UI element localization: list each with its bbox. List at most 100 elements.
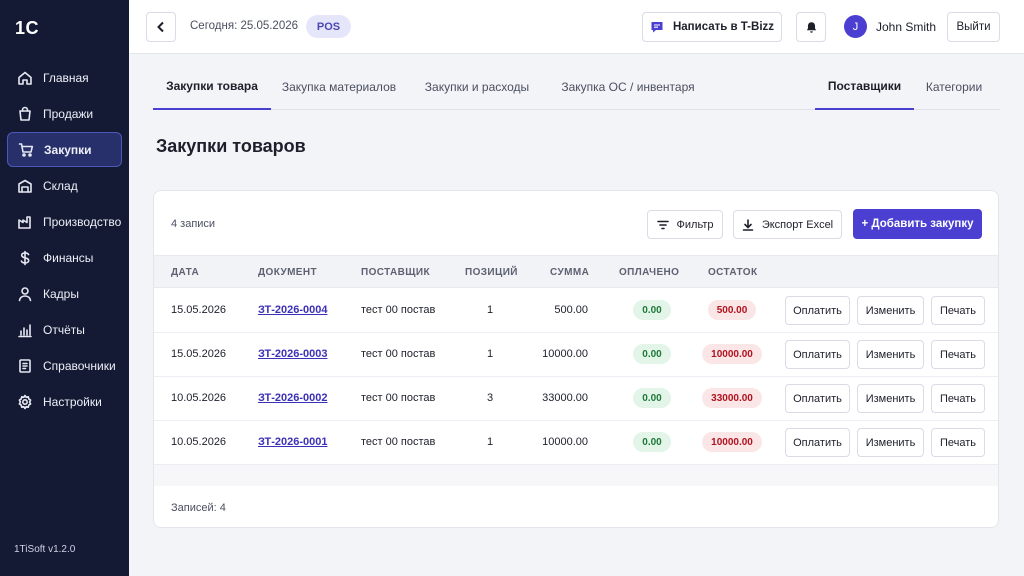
pay-button[interactable]: Оплатить: [785, 384, 850, 413]
column-positions: ПОЗИЦИЙ: [465, 267, 518, 278]
records-count: 4 записи: [171, 218, 216, 230]
row-rest-badge: 10000.00: [702, 344, 762, 364]
tab-materials-purchase[interactable]: Закупка материалов: [281, 80, 397, 94]
sidebar-item-label: Отчёты: [43, 322, 85, 337]
write-tbizz-label: Написать в T-Bizz: [672, 21, 775, 33]
table-row: 10.05.2026 ЗТ-2026-0001 тест 00 постав 1…: [154, 421, 998, 465]
row-date: 10.05.2026: [171, 436, 227, 448]
factory-icon: [16, 213, 34, 231]
row-rest-badge: 500.00: [708, 300, 756, 320]
row-date: 15.05.2026: [171, 304, 227, 316]
print-button[interactable]: Печать: [931, 384, 985, 413]
sidebar: 1C Главная Продажи Закупки Склад Произво…: [0, 0, 129, 576]
export-excel-button[interactable]: Экспорт Excel: [733, 210, 842, 239]
tab-suppliers[interactable]: Поставщики: [815, 64, 914, 110]
edit-button[interactable]: Изменить: [857, 340, 924, 369]
table-row: 10.05.2026 ЗТ-2026-0002 тест 00 постав 3…: [154, 377, 998, 421]
notifications-button[interactable]: [796, 12, 826, 42]
edit-button[interactable]: Изменить: [857, 384, 924, 413]
bell-icon: [806, 21, 816, 33]
sidebar-item-label: Настройки: [43, 394, 102, 409]
filter-icon: [656, 220, 669, 229]
row-paid-badge: 0.00: [633, 300, 671, 320]
sidebar-item-hr[interactable]: Кадры: [7, 276, 122, 311]
row-rest-badge: 33000.00: [702, 388, 762, 408]
message-icon: [651, 22, 663, 33]
sidebar-item-reports[interactable]: Отчёты: [7, 312, 122, 347]
sidebar-item-finance[interactable]: Финансы: [7, 240, 122, 275]
chevron-left-icon: [157, 21, 164, 33]
cart-icon: [17, 141, 35, 159]
row-positions: 1: [486, 348, 494, 360]
row-positions: 1: [486, 436, 494, 448]
print-button[interactable]: Печать: [931, 340, 985, 369]
sidebar-item-label: Главная: [43, 70, 89, 85]
tab-purchases-expenses[interactable]: Закупки и расходы: [424, 80, 530, 94]
row-sum: 500.00: [554, 304, 588, 316]
row-positions: 1: [486, 304, 494, 316]
sidebar-item-label: Продажи: [43, 106, 94, 121]
tab-categories[interactable]: Категории: [925, 80, 983, 94]
row-supplier: тест 00 постав: [361, 348, 436, 360]
logout-button[interactable]: Выйти: [947, 12, 1000, 42]
tab-goods-purchases[interactable]: Закупки товара: [153, 64, 271, 110]
user-name[interactable]: John Smith: [876, 20, 937, 34]
download-icon: [742, 218, 754, 231]
add-purchase-button[interactable]: + Добавить закупку: [853, 209, 982, 239]
sidebar-item-label: Кадры: [43, 286, 79, 301]
row-paid-badge: 0.00: [633, 432, 671, 452]
print-button[interactable]: Печать: [931, 428, 985, 457]
pay-button[interactable]: Оплатить: [785, 340, 850, 369]
purchase-tabs: Закупки товара Закупка материалов Закупк…: [153, 64, 1000, 110]
table-header: ДАТА ДОКУМЕНТ ПОСТАВЩИК ПОЗИЦИЙ СУММА ОП…: [154, 255, 998, 288]
app-version: 1TiSoft v1.2.0: [14, 544, 76, 555]
column-sum: СУММА: [550, 267, 590, 278]
row-document-link[interactable]: ЗТ-2026-0003: [258, 348, 328, 360]
row-supplier: тест 00 постав: [361, 392, 436, 404]
pay-button[interactable]: Оплатить: [785, 296, 850, 325]
export-excel-label: Экспорт Excel: [761, 218, 834, 231]
column-supplier: ПОСТАВЩИК: [361, 267, 430, 278]
bar-chart-icon: [16, 321, 34, 339]
column-rest: ОСТАТОК: [708, 267, 758, 278]
row-date: 10.05.2026: [171, 392, 227, 404]
edit-button[interactable]: Изменить: [857, 428, 924, 457]
filter-button[interactable]: Фильтр: [647, 210, 723, 239]
write-tbizz-button[interactable]: Написать в T-Bizz: [642, 12, 782, 42]
pay-button[interactable]: Оплатить: [785, 428, 850, 457]
dollar-icon: [16, 249, 34, 267]
pos-badge[interactable]: POS: [306, 15, 351, 38]
print-button[interactable]: Печать: [931, 296, 985, 325]
row-document-link[interactable]: ЗТ-2026-0002: [258, 392, 328, 404]
sidebar-item-references[interactable]: Справочники: [7, 348, 122, 383]
warehouse-icon: [16, 177, 34, 195]
column-paid: ОПЛАЧЕНО: [619, 267, 680, 278]
sidebar-item-home[interactable]: Главная: [7, 60, 122, 95]
row-paid-badge: 0.00: [633, 344, 671, 364]
sidebar-item-warehouse[interactable]: Склад: [7, 168, 122, 203]
row-supplier: тест 00 постав: [361, 304, 436, 316]
footer-records-count: Записей: 4: [171, 502, 226, 514]
row-sum: 10000.00: [542, 348, 588, 360]
top-bar: Сегодня: 25.05.2026 POS Написать в T-Biz…: [129, 0, 1024, 54]
sidebar-item-sales[interactable]: Продажи: [7, 96, 122, 131]
page-title: Закупки товаров: [156, 136, 306, 156]
gear-icon: [16, 393, 34, 411]
sidebar-item-purchases[interactable]: Закупки: [7, 132, 122, 167]
row-date: 15.05.2026: [171, 348, 227, 360]
back-button[interactable]: [146, 12, 176, 42]
row-sum: 10000.00: [542, 436, 588, 448]
tab-fixed-assets-purchase[interactable]: Закупка ОС / инвентаря: [561, 80, 695, 94]
user-icon: [16, 285, 34, 303]
table-row: 15.05.2026 ЗТ-2026-0004 тест 00 постав 1…: [154, 289, 998, 333]
row-document-link[interactable]: ЗТ-2026-0004: [258, 304, 328, 316]
sidebar-item-production[interactable]: Производство: [7, 204, 122, 239]
edit-button[interactable]: Изменить: [857, 296, 924, 325]
row-sum: 33000.00: [542, 392, 588, 404]
avatar[interactable]: J: [844, 15, 867, 38]
row-document-link[interactable]: ЗТ-2026-0001: [258, 436, 328, 448]
shopping-bag-icon: [16, 105, 34, 123]
sidebar-item-label: Склад: [43, 178, 78, 193]
row-paid-badge: 0.00: [633, 388, 671, 408]
sidebar-item-settings[interactable]: Настройки: [7, 384, 122, 419]
